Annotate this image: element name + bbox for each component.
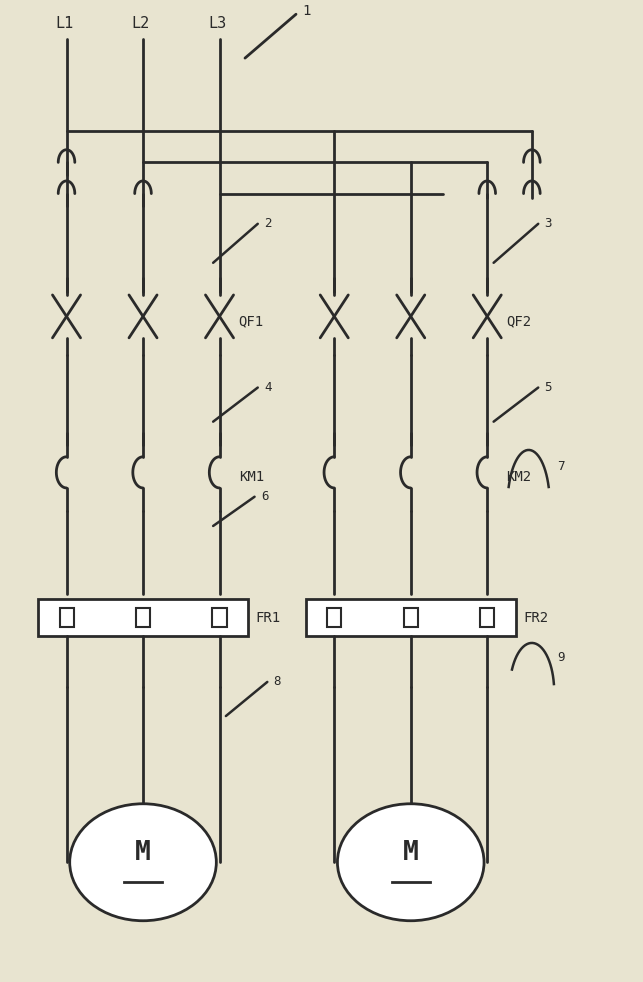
Bar (212, 608, 226, 627)
Text: M: M (403, 840, 419, 865)
Bar (305, 599, 516, 636)
Text: 6: 6 (261, 490, 268, 503)
Text: FR1: FR1 (256, 611, 281, 625)
Text: L1: L1 (55, 16, 73, 30)
Text: QF1: QF1 (239, 314, 264, 328)
Text: 3: 3 (545, 217, 552, 231)
Text: QF2: QF2 (506, 314, 532, 328)
Bar (404, 608, 418, 627)
Bar (327, 608, 341, 627)
Text: 5: 5 (545, 381, 552, 394)
Text: 8: 8 (274, 676, 281, 688)
Text: L2: L2 (132, 16, 150, 30)
Bar (480, 608, 494, 627)
Text: FR2: FR2 (523, 611, 548, 625)
Text: 2: 2 (264, 217, 271, 231)
Text: 9: 9 (557, 651, 565, 664)
Text: KM1: KM1 (239, 470, 264, 484)
Text: KM2: KM2 (506, 470, 532, 484)
Text: M: M (135, 840, 151, 865)
Bar (60, 608, 73, 627)
Bar (38, 599, 248, 636)
Text: 7: 7 (557, 460, 565, 473)
Text: 1: 1 (302, 4, 311, 19)
Text: 4: 4 (264, 381, 271, 394)
Ellipse shape (69, 804, 216, 921)
Ellipse shape (338, 804, 484, 921)
Text: L3: L3 (208, 16, 226, 30)
Bar (136, 608, 150, 627)
